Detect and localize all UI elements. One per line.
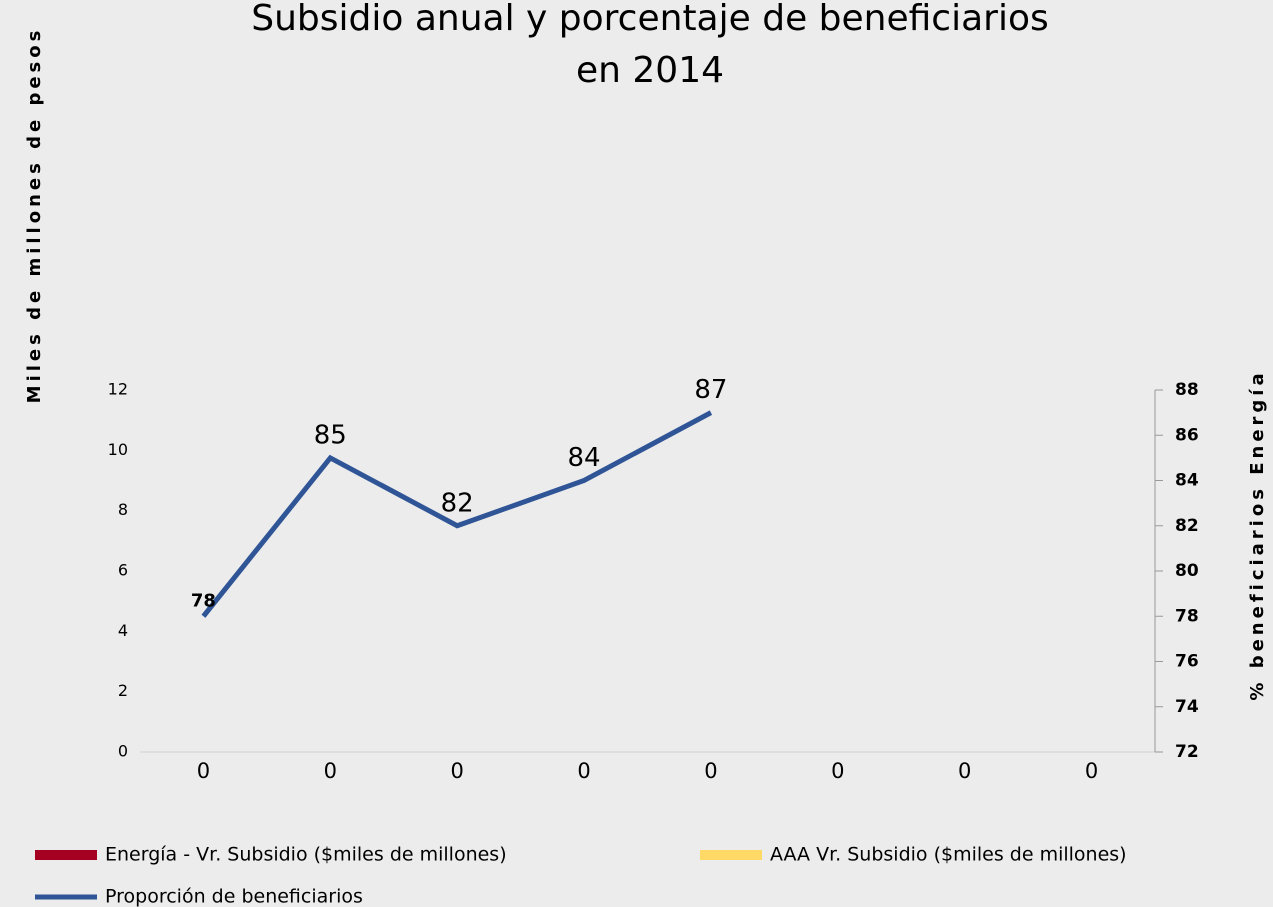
x-tick-label: 0 (324, 759, 337, 783)
y2-tick-label: 76 (1175, 652, 1199, 672)
legend-label: AAA Vr. Subsidio ($miles de millones) (770, 844, 1127, 866)
legend-swatch (35, 850, 97, 860)
y2-tick-label: 84 (1175, 471, 1199, 491)
x-tick-label: 0 (577, 759, 590, 783)
y-tick-label: 8 (118, 500, 128, 519)
data-label: 85 (314, 420, 347, 450)
legend-label: Energía - Vr. Subsidio ($miles de millon… (105, 844, 507, 866)
legend-label: Proporción de beneficiarios (105, 886, 363, 907)
data-label: 78 (191, 590, 216, 611)
x-tick-label: 0 (1085, 759, 1098, 783)
x-tick-label: 0 (831, 759, 844, 783)
y2-axis-title: % beneficiarios Energía (1247, 369, 1268, 700)
legend-swatch (700, 850, 762, 860)
y2-tick-label: 78 (1175, 606, 1199, 626)
data-label: 82 (441, 488, 474, 518)
y-axis-title: Miles de millones de pesos (24, 27, 45, 404)
y-tick-label: 12 (108, 380, 128, 399)
data-label: 84 (568, 443, 601, 473)
data-label: 87 (694, 375, 727, 405)
y2-tick-label: 82 (1175, 516, 1199, 536)
x-tick-label: 0 (451, 759, 464, 783)
y2-tick-label: 72 (1175, 742, 1199, 762)
y-tick-label: 4 (118, 621, 128, 640)
y-tick-label: 0 (118, 742, 128, 761)
x-tick-label: 0 (704, 759, 717, 783)
y2-tick-label: 74 (1175, 697, 1199, 717)
line (201, 410, 713, 618)
x-tick-label: 0 (958, 759, 971, 783)
chart-title: Subsidio anual y porcentaje de beneficia… (251, 0, 1048, 39)
y-tick-label: 10 (108, 440, 128, 459)
y2-tick-label: 88 (1175, 380, 1199, 400)
x-tick-label: 0 (197, 759, 210, 783)
chart-title: en 2014 (576, 50, 724, 91)
y-tick-label: 6 (118, 561, 128, 580)
y2-tick-label: 86 (1175, 425, 1199, 445)
y-tick-label: 2 (118, 681, 128, 700)
y2-tick-label: 80 (1175, 561, 1199, 581)
